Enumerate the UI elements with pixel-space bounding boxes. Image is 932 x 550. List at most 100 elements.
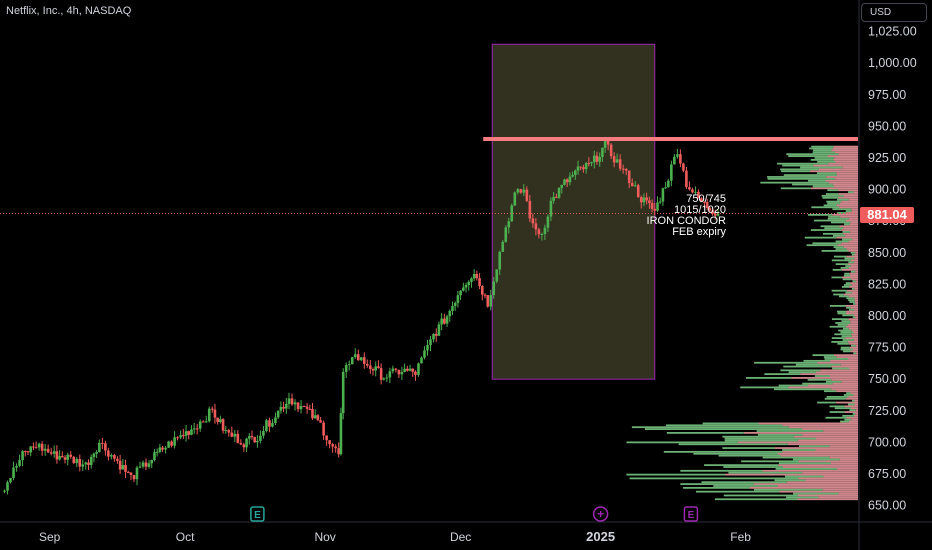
candle-body	[179, 435, 182, 438]
candle-body	[316, 415, 320, 421]
volume-bar	[728, 471, 803, 474]
volume-bar	[844, 411, 858, 413]
candle-body	[89, 457, 93, 465]
candle-body	[233, 433, 237, 437]
volume-bar	[854, 301, 858, 303]
currency-button[interactable]: USD	[861, 3, 927, 22]
volume-bar	[851, 333, 858, 336]
volume-bar	[854, 403, 858, 406]
strategy-note: 750/745 1015/1020 IRON CONDOR FEB expiry	[647, 194, 726, 238]
volume-bar	[792, 458, 840, 461]
volume-bar	[833, 293, 844, 296]
y-tick-label: 800.00	[868, 309, 906, 323]
volume-bar	[802, 433, 858, 436]
x-tick-label: 2025	[586, 529, 615, 544]
candle-body	[328, 440, 331, 445]
volume-bar	[849, 272, 858, 275]
candle-body	[230, 432, 234, 437]
candle-body	[462, 287, 465, 291]
volume-bar	[822, 232, 844, 235]
volume-bar	[644, 428, 803, 431]
volume-bar	[845, 219, 858, 222]
volume-bar	[851, 335, 858, 338]
volume-bar	[809, 147, 833, 150]
candle-body	[612, 156, 616, 163]
volume-bar	[824, 227, 844, 230]
candle-body	[12, 467, 15, 478]
candle-body	[276, 410, 280, 418]
volume-bar	[818, 496, 858, 499]
candle-body	[540, 233, 544, 235]
volume-bar	[665, 424, 783, 427]
volume-bar	[832, 234, 846, 237]
volume-bar	[811, 206, 840, 209]
candle-body	[397, 369, 401, 375]
candle-body	[414, 371, 417, 375]
volume-bar	[835, 160, 858, 163]
volume-bar	[781, 170, 810, 173]
candle-body	[510, 205, 514, 222]
candle-body	[563, 179, 566, 185]
volume-bar	[848, 318, 858, 321]
volume-bar	[696, 490, 780, 493]
volume-bar	[798, 445, 830, 448]
volume-bar	[749, 486, 858, 489]
candle-body	[138, 466, 142, 468]
candle-body	[52, 451, 56, 454]
candle-body	[135, 467, 139, 480]
volume-bar	[853, 191, 858, 194]
volume-bar	[848, 240, 858, 243]
candle-body	[250, 436, 254, 438]
volume-bar	[836, 204, 858, 207]
candle-body	[443, 318, 446, 324]
candle-body	[3, 490, 6, 492]
volume-bar	[793, 492, 839, 495]
candle-body	[144, 462, 148, 467]
candle-body	[192, 428, 196, 430]
candle-body	[95, 451, 98, 454]
volume-bar	[845, 310, 858, 313]
volume-bar	[855, 413, 858, 415]
volume-bar	[845, 291, 852, 294]
candle-body	[239, 443, 243, 445]
candle-body	[498, 251, 502, 270]
volume-bar	[849, 223, 858, 226]
event-markers[interactable]: E + E	[250, 506, 699, 522]
candle-body	[198, 421, 202, 429]
candle-body	[703, 201, 706, 203]
candle-body	[486, 295, 490, 307]
volume-bar	[797, 494, 858, 497]
volume-bar	[842, 314, 855, 317]
candle-body	[565, 179, 569, 183]
volume-bar	[842, 166, 858, 169]
volume-bar	[815, 371, 858, 374]
volume-bar	[804, 236, 837, 239]
volume-bar	[846, 392, 851, 394]
candle-body	[213, 409, 217, 418]
volume-bar	[838, 189, 858, 192]
volume-bar	[837, 342, 849, 345]
candle-body	[670, 164, 673, 181]
iron-condor-box	[491, 43, 656, 380]
volume-bar	[848, 261, 855, 264]
volume-bar	[756, 430, 824, 432]
volume-bar	[850, 265, 858, 267]
volume-bar	[820, 369, 858, 372]
volume-bar	[724, 473, 858, 476]
candle-body	[259, 435, 262, 441]
volume-bar	[835, 401, 858, 404]
candle-body	[621, 168, 625, 170]
volume-bar	[829, 405, 845, 408]
candle-body	[406, 368, 409, 371]
candle-body	[587, 163, 591, 165]
candle-body	[247, 436, 251, 439]
x-tick-label: Dec	[450, 530, 471, 544]
candle-body	[362, 357, 366, 364]
volume-bar	[841, 229, 858, 231]
volume-bar	[822, 196, 838, 199]
volume-bar	[832, 382, 858, 385]
volume-bar	[851, 329, 858, 332]
x-tick-label: Oct	[176, 530, 195, 544]
volume-bar	[844, 418, 852, 421]
